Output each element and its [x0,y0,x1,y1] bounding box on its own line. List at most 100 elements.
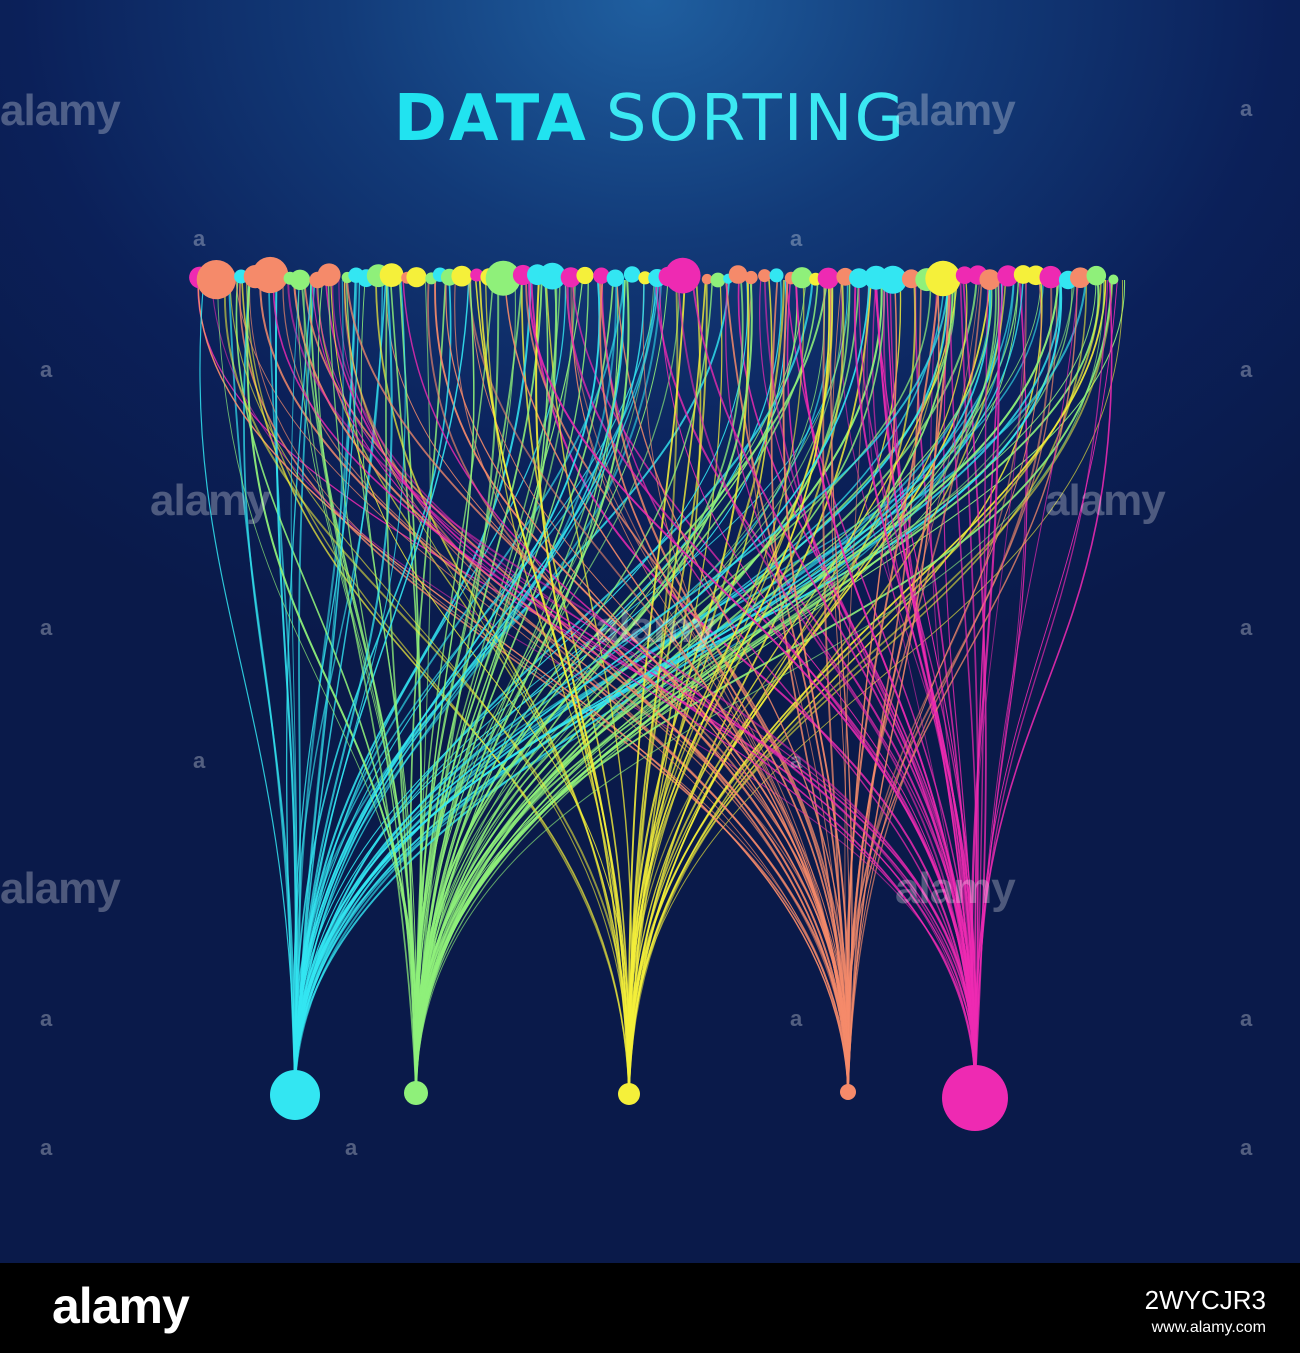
sorting-line [294,279,470,1086]
sorting-line [311,279,976,1085]
sorting-line [294,279,950,1086]
sorting-line [360,279,417,1089]
sorting-line [224,279,631,1090]
source-node [512,264,534,286]
sorting-line [628,279,1107,1090]
sorting-line [197,279,976,1085]
sorting-line [474,279,630,1090]
page-title: DATA SORTING [0,82,1300,156]
sorting-line [974,279,1080,1085]
sorting-line [293,279,361,1086]
sorting-line [627,279,686,1090]
sorting-line [415,279,475,1089]
data-sorting-illustration [189,256,1126,1131]
sorting-line [346,279,850,1089]
watermark-mark: a [1240,1006,1253,1031]
source-node [791,267,813,289]
source-node [728,265,748,284]
sorting-line [627,279,1102,1090]
footer-bar: alamy 2WYCJR3 www.alamy.com [0,1263,1300,1353]
sorting-line [290,279,300,1086]
sorting-line [467,279,849,1089]
sorting-line [415,279,1000,1089]
watermark: alamy [595,603,716,652]
sorting-line [627,279,834,1090]
sorting-line [300,279,417,1089]
source-node [664,257,701,294]
watermark-mark: a [193,226,206,251]
sorting-line [415,279,932,1089]
source-node [593,267,610,284]
watermark: alamy [150,476,271,525]
sorting-line [199,279,296,1086]
source-node [638,271,652,285]
source-node [560,267,581,288]
sink-node-salmon [840,1084,856,1100]
source-node [701,273,713,285]
sorting-line [294,279,344,1086]
source-node [1070,267,1091,289]
watermark-mark: a [345,1135,358,1160]
sorting-line [402,279,976,1085]
source-node [955,266,974,285]
sorting-line [974,279,1118,1085]
sorting-line [285,279,313,1086]
source-node [710,272,726,288]
title-light: SORTING [605,82,907,156]
sorting-line [294,279,601,1086]
sorting-line [415,279,885,1089]
sorting-line [294,279,787,1086]
watermark: alamy [895,86,1016,135]
sorting-line [294,279,626,1086]
watermark-mark: a [790,1006,803,1031]
source-node [289,269,311,290]
watermark: alamy [0,864,121,913]
sorting-line [294,279,625,1086]
watermark-mark: a [1240,615,1253,640]
sorting-line [415,279,993,1089]
sorting-line [677,279,976,1085]
sorting-line [847,279,940,1089]
watermark-mark: a [40,1135,53,1160]
sorting-line [691,279,977,1085]
sorting-line [344,279,630,1090]
sorting-line [628,279,707,1090]
watermark-mark: a [1240,357,1253,382]
source-node [744,270,758,285]
source-node [1039,265,1062,289]
sorting-line [241,279,630,1090]
sorting-line [415,279,744,1089]
sorting-line [628,279,916,1090]
artwork: DATA SORTING alamy alamy alamy alamy alam… [0,0,1300,1263]
watermark-mark: a [40,615,53,640]
source-node [925,260,961,297]
source-node [979,269,1001,290]
source-node [623,266,641,283]
sorting-line [245,279,630,1090]
sorting-line [858,279,977,1085]
sink-node-yellow [618,1083,640,1105]
sorting-line [846,279,1078,1089]
source-node [997,265,1019,287]
sorting-line [628,279,968,1090]
sorting-line [294,279,991,1086]
sorting-line [293,279,656,1086]
sorting-line [627,279,831,1090]
footer-url: www.alamy.com [1151,1319,1266,1336]
source-node [849,268,869,288]
sorting-line [385,279,417,1089]
sorting-line [229,279,630,1090]
sorting-line [293,279,1087,1086]
source-node [379,263,404,287]
sorting-line [415,279,494,1089]
source-node [769,268,784,283]
sorting-lines [197,279,1126,1090]
sorting-line [974,279,989,1085]
sorting-line [415,279,714,1089]
sorting-line [235,279,849,1089]
watermark: alamy [1045,476,1166,525]
sorting-line [974,279,1004,1085]
sorting-line [415,279,1105,1089]
source-nodes [189,256,1119,300]
source-node [485,260,521,296]
